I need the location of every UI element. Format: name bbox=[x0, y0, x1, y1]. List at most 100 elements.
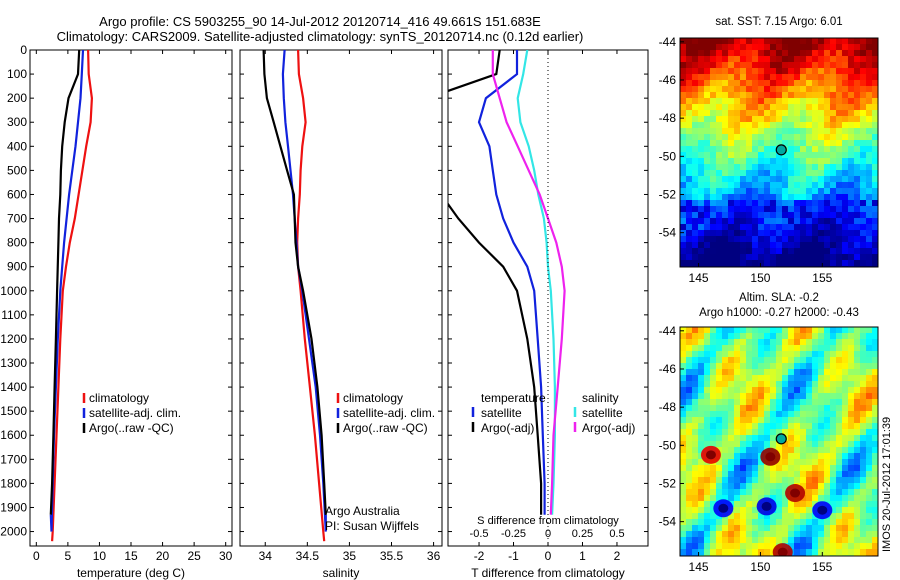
heatmap-cell bbox=[842, 236, 849, 243]
heatmap-cell bbox=[698, 122, 705, 129]
heatmap-cell bbox=[716, 357, 723, 364]
heatmap-cell bbox=[704, 519, 711, 526]
heatmap-cell bbox=[680, 501, 687, 508]
heatmap-cell bbox=[686, 80, 693, 87]
x-tick-label: 34.5 bbox=[296, 549, 320, 563]
heatmap-cell bbox=[848, 116, 855, 123]
heatmap-cell bbox=[842, 465, 849, 472]
heatmap-cell bbox=[770, 423, 777, 430]
heatmap-cell bbox=[788, 387, 795, 394]
heatmap-cell bbox=[758, 363, 765, 370]
heatmap-cell bbox=[812, 543, 819, 550]
heatmap-cell bbox=[770, 68, 777, 75]
heatmap-cell bbox=[776, 44, 783, 51]
heatmap-cell bbox=[698, 140, 705, 147]
heatmap-cell bbox=[752, 513, 759, 520]
heatmap-cell bbox=[806, 411, 813, 418]
heatmap-cell bbox=[842, 50, 849, 57]
heatmap-cell bbox=[842, 393, 849, 400]
heatmap-cell bbox=[758, 68, 765, 75]
heatmap-cell bbox=[818, 62, 825, 69]
heatmap-cell bbox=[746, 537, 753, 544]
heatmap-cell bbox=[800, 146, 807, 153]
heatmap-cell bbox=[740, 507, 747, 514]
heatmap-cell bbox=[782, 194, 789, 201]
heatmap-cell bbox=[692, 411, 699, 418]
heatmap-cell bbox=[812, 441, 819, 448]
heatmap-cell bbox=[866, 230, 873, 237]
heatmap-cell bbox=[680, 495, 687, 502]
heatmap-cell bbox=[830, 435, 837, 442]
heatmap-cell bbox=[698, 224, 705, 231]
heatmap-cell bbox=[824, 471, 831, 478]
heatmap-cell bbox=[788, 110, 795, 117]
heatmap-cell bbox=[704, 62, 711, 69]
heatmap-cell bbox=[710, 98, 717, 105]
heatmap-cell bbox=[800, 134, 807, 141]
heatmap-cell bbox=[758, 200, 765, 207]
heatmap-cell bbox=[872, 38, 878, 45]
heatmap-cell bbox=[686, 128, 693, 135]
heatmap-cell bbox=[698, 375, 705, 382]
heatmap-cell bbox=[740, 417, 747, 424]
heatmap-cell bbox=[842, 158, 849, 165]
heatmap-cell bbox=[764, 200, 771, 207]
heatmap-cell bbox=[758, 158, 765, 165]
heatmap-cell bbox=[794, 98, 801, 105]
heatmap-cell bbox=[812, 351, 819, 358]
heatmap-cell bbox=[794, 459, 801, 466]
heatmap-cell bbox=[788, 62, 795, 69]
heatmap-cell bbox=[752, 92, 759, 99]
heatmap-cell bbox=[758, 74, 765, 81]
heatmap-cell bbox=[740, 134, 747, 141]
heatmap-cell bbox=[818, 441, 825, 448]
heatmap-cell bbox=[836, 152, 843, 159]
heatmap-cell bbox=[842, 182, 849, 189]
heatmap-cell bbox=[842, 98, 849, 105]
heatmap-cell bbox=[728, 345, 735, 352]
heatmap-cell bbox=[734, 465, 741, 472]
heatmap-cell bbox=[848, 477, 855, 484]
heatmap-cell bbox=[758, 212, 765, 219]
heatmap-cell bbox=[848, 62, 855, 69]
legend-title: salinity bbox=[582, 391, 619, 405]
heatmap-cell bbox=[710, 80, 717, 87]
heatmap-cell bbox=[788, 501, 795, 508]
heatmap-cell bbox=[692, 453, 699, 460]
heatmap-cell bbox=[800, 417, 807, 424]
heatmap-cell bbox=[806, 387, 813, 394]
heatmap-cell bbox=[782, 375, 789, 382]
heatmap-cell bbox=[710, 140, 717, 147]
heatmap-cell bbox=[812, 152, 819, 159]
heatmap-cell bbox=[752, 519, 759, 526]
heatmap-cell bbox=[782, 236, 789, 243]
heatmap-cell bbox=[830, 537, 837, 544]
heatmap-cell bbox=[800, 122, 807, 129]
heatmap-cell bbox=[872, 140, 878, 147]
heatmap-cell bbox=[692, 417, 699, 424]
heatmap-cell bbox=[710, 351, 717, 358]
heatmap-cell bbox=[848, 44, 855, 51]
heatmap-cell bbox=[734, 260, 741, 267]
heatmap-cell bbox=[722, 333, 729, 340]
heatmap-cell bbox=[734, 116, 741, 123]
heatmap-cell bbox=[836, 134, 843, 141]
heatmap-cell bbox=[686, 92, 693, 99]
heatmap-cell bbox=[806, 417, 813, 424]
heatmap-cell bbox=[866, 206, 873, 213]
heatmap-cell bbox=[680, 429, 687, 436]
heatmap-cell bbox=[692, 435, 699, 442]
heatmap-cell bbox=[872, 507, 878, 514]
heatmap-cell bbox=[806, 80, 813, 87]
heatmap-cell bbox=[716, 543, 723, 550]
heatmap-cell bbox=[794, 68, 801, 75]
y-tick-label: -44 bbox=[659, 35, 677, 49]
heatmap-cell bbox=[836, 206, 843, 213]
heatmap-cell bbox=[806, 363, 813, 370]
heatmap-cell bbox=[752, 351, 759, 358]
heatmap-cell bbox=[800, 405, 807, 412]
heatmap-cell bbox=[830, 483, 837, 490]
heatmap-cell bbox=[794, 399, 801, 406]
x-tick-label: 25 bbox=[187, 549, 201, 563]
heatmap-cell bbox=[752, 501, 759, 508]
